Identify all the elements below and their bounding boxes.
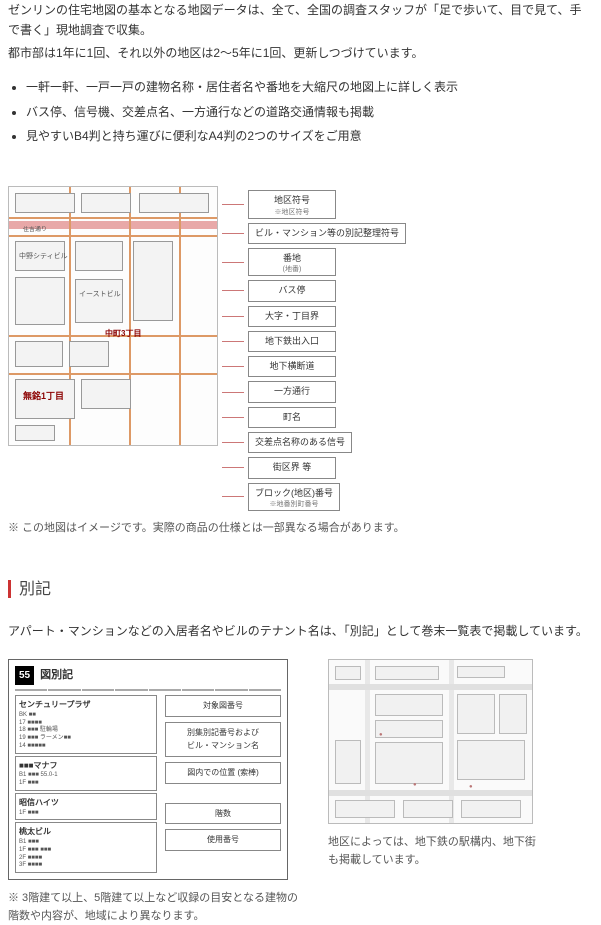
legend-item: バス停 [222,280,406,301]
section-heading-bekki: 別記 [8,576,593,603]
bekki-caption: ※ 3階建て以上、5階建て以上など収録の目安となる建物の階数や内容が、地域により… [8,890,298,925]
map1-caption: ※ この地図はイメージです。実際の商品の仕様とは一部異なる場合があります。 [8,519,593,538]
feature-item: 一軒一軒、一戸一戸の建物名称・居住者名や番地を大縮尺の地図上に詳しく表示 [26,77,593,97]
feature-item: 見やすいB4判と持ち運びに便利なA4判の2つのサイズをご用意 [26,126,593,146]
map-label-street: 住吉通り [23,225,47,236]
bekki-card: センチュリープラザ BK ■■ 17 ■■■■ 18 ■■■ 駐輪場 19 ■■… [15,695,157,754]
map-label-bldg: イーストビル [79,289,121,301]
intro-paragraph-2: 都市部は1年に1回、それ以外の地区は2～5年に1回、更新しつづけています。 [8,43,593,63]
bekki-card: 桃太ビル B1 ■■■ 1F ■■■ ■■■ 2F ■■■■ 3F ■■■■ [15,822,157,873]
legend-item: ビル・マンション等の別記整理符号 [222,223,406,244]
feature-item: バス停、信号機、交差点名、一方通行などの道路交通情報も掲載 [26,102,593,122]
lower-figures-row: 55 図別記 センチュリープラザ BK ■■ 17 ■■■■ 18 ■■■ 駐輪… [8,659,593,925]
bekki-label: 図内での位置 (索棒) [165,762,281,784]
map-label-area: 中町3丁目 [105,327,141,341]
map-label-area: 無銘1丁目 [23,389,64,404]
legend-item: 町名 [222,407,406,428]
bekki-label: 別集別記番号および ビル・マンション名 [165,722,281,757]
intro-paragraph-1: ゼンリンの住宅地図の基本となる地図データは、全て、全国の調査スタッフが「足で歩い… [8,0,593,41]
map-label-bldg: 中野シティビル [19,251,68,263]
bekki-left-column: センチュリープラザ BK ■■ 17 ■■■■ 18 ■■■ 駐輪場 19 ■■… [15,695,157,873]
legend-item: 地下鉄出入口 [222,331,406,352]
legend-item: 街区界 等 [222,457,406,478]
section-title: 別記 [19,576,51,603]
map-image-2: ● ● ● [328,659,533,824]
legend-item: 大字・丁目界 [222,306,406,327]
bekki-title: 図別記 [40,666,73,685]
legend-item: 番地(地番) [222,248,406,276]
section-description: アパート・マンションなどの入居者名やビルのテナント名は、「別記」として巻末一覧表… [8,621,593,641]
heading-bar-icon [8,580,11,598]
legend-item: 交差点名称のある信号 [222,432,406,453]
bekki-right-column: 対象図番号 別集別記番号および ビル・マンション名 図内での位置 (索棒) 階数… [165,695,281,873]
legend-item: 一方通行 [222,381,406,402]
legend-item: ブロック(地区)番号※地番別町番号 [222,483,406,511]
bekki-label: 階数 [165,803,281,825]
intro-block: ゼンリンの住宅地図の基本となる地図データは、全て、全国の調査スタッフが「足で歩い… [8,0,593,63]
map-image-1: 住吉通り 中野シティビル イーストビル 中町3丁目 無銘1丁目 [8,186,218,446]
map-legend-list: 地区符号※地区符号 ビル・マンション等の別記整理符号 番地(地番) バス停 大字… [222,186,406,511]
map2-caption: 地区によっては、地下鉄の駅構内、地下街も掲載しています。 [328,834,538,869]
bekki-label: 使用番号 [165,829,281,851]
legend-item: 地区符号※地区符号 [222,190,406,218]
bekki-card: 昭信ハイツ 1F ■■■ [15,793,157,820]
map-figure-1: 住吉通り 中野シティビル イーストビル 中町3丁目 無銘1丁目 地区符号※地区符… [8,186,593,511]
bekki-card: ■■■マナフ B1 ■■■ 55.0-1 1F ■■■ [15,756,157,791]
feature-list: 一軒一軒、一戸一戸の建物名称・居住者名や番地を大縮尺の地図上に詳しく表示 バス停… [26,77,593,146]
bekki-badge: 55 [15,666,34,685]
legend-item: 地下横断道 [222,356,406,377]
bekki-figure: 55 図別記 センチュリープラザ BK ■■ 17 ■■■■ 18 ■■■ 駐輪… [8,659,288,880]
bekki-label: 対象図番号 [165,695,281,717]
